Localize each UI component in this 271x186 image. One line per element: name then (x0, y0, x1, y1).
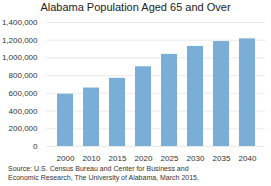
svg-text:600,000: 600,000 (9, 89, 38, 98)
svg-text:2020: 2020 (135, 154, 153, 163)
svg-text:2010: 2010 (83, 154, 101, 163)
svg-text:1,000,000: 1,000,000 (2, 53, 38, 62)
svg-text:800,000: 800,000 (9, 71, 38, 80)
html-text:Alabama Population Aged 65 and: Alabama Population Aged 65 and Over (40, 1, 231, 13)
svg-text:2040: 2040 (239, 154, 257, 163)
svg-text:1,400,000: 1,400,000 (2, 18, 38, 27)
svg-text:2035: 2035 (213, 154, 231, 163)
svg-text:2000: 2000 (57, 154, 75, 163)
svg-text:2025: 2025 (161, 154, 179, 163)
svg-text:2015: 2015 (109, 154, 127, 163)
svg-text:0: 0 (33, 142, 38, 151)
svg-text:1,200,000: 1,200,000 (2, 36, 38, 45)
svg-text:200,000: 200,000 (9, 124, 38, 133)
svg-text:400,000: 400,000 (9, 107, 38, 116)
svg-text:2030: 2030 (187, 154, 205, 163)
html-text:Source: U.S. Census Bureau and: Source: U.S. Census Bureau and Center fo… (8, 165, 189, 172)
html-text:Economic Research, The Univers: Economic Research, The University of Ala… (8, 174, 199, 181)
